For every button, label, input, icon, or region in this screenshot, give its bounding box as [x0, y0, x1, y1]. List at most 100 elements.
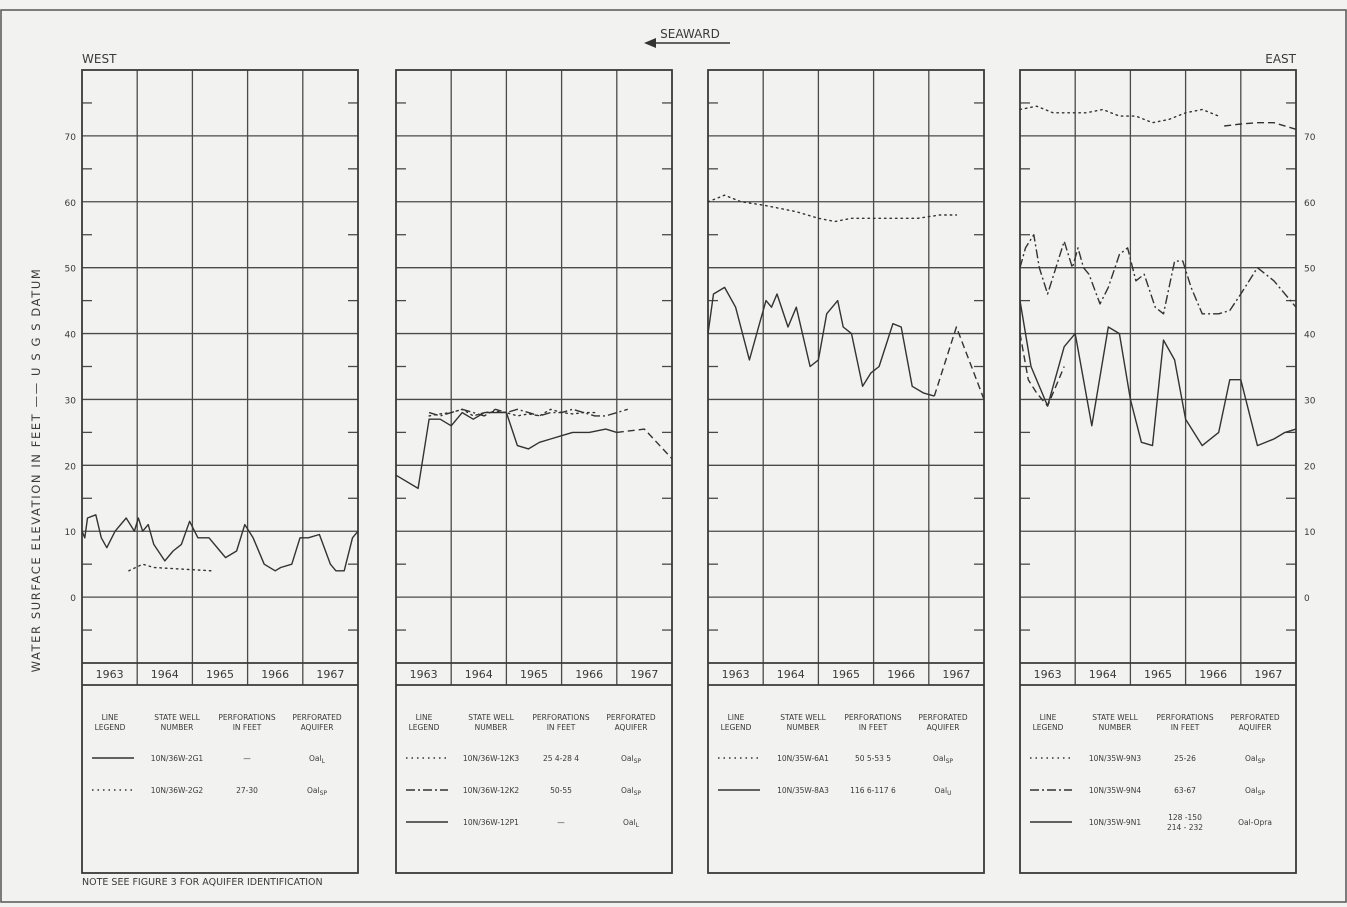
year-label: 1967: [630, 668, 658, 681]
legend-aquifer: OalL: [623, 818, 640, 829]
year-label: 1965: [206, 668, 234, 681]
y-tick-label: 20: [1304, 462, 1316, 472]
y-tick-label: 60: [1304, 199, 1316, 209]
panel-frame: [395, 69, 673, 874]
year-label: 1964: [151, 668, 179, 681]
legend-header: PERFORATIONS: [218, 713, 275, 722]
legend-perforations: —: [557, 818, 565, 827]
legend-header: LEGEND: [409, 723, 440, 732]
legend-aquifer: OalSP: [1245, 786, 1265, 797]
series-line-10n-35w-9n4: [1019, 233, 1297, 315]
panel-frame: [81, 69, 359, 874]
y-tick-label: 0: [70, 594, 76, 604]
panel-1: 1963 1964 1965 1966 1967 70 60 50 40 30 20 10 0 LINEL…: [65, 69, 359, 874]
legend-header: STATE WELL: [1092, 713, 1138, 722]
legend-header: PERFORATED: [1230, 713, 1279, 722]
year-label: 1963: [722, 668, 750, 681]
panels-group: 1963 1964 1965 1966 1967706050403020100LINEL…: [65, 69, 1316, 874]
y-tick-label: 50: [1304, 265, 1316, 275]
legend-header: AQUIFER: [1239, 723, 1272, 732]
y-tick-label: 70: [1304, 133, 1316, 143]
series-line-10n-35w-9n3: [1019, 105, 1220, 124]
legend-header: LEGEND: [1033, 723, 1064, 732]
series-line-10n-36w-2g1: [81, 514, 359, 572]
legend-header: AQUIFER: [615, 723, 648, 732]
y-tick-label: 30: [1304, 396, 1316, 406]
legend-header: IN FEET: [1171, 723, 1200, 732]
legend-header: STATE WELL: [154, 713, 200, 722]
year-label: 1966: [1199, 668, 1227, 681]
series-line-10n-35w-6a1: [707, 194, 958, 223]
y-axis-label: WATER SURFACE ELEVATION IN FEET —— U S G…: [29, 268, 43, 673]
y-tick-label: 20: [65, 462, 77, 472]
panel-4: 1963 1964 1965 1966 1967 70 60 50 40 30 20 10 0 LINEL…: [1019, 69, 1316, 874]
legend-header: NUMBER: [475, 723, 508, 732]
year-label: 1965: [520, 668, 548, 681]
seaward-arrowhead-icon: [644, 38, 656, 48]
year-label: 1964: [465, 668, 493, 681]
figure-note: NOTE SEE FIGURE 3 FOR AQUIFER IDENTIFICA…: [82, 877, 323, 888]
legend-header: LEGEND: [95, 723, 126, 732]
figure-border: [0, 9, 1347, 903]
legend-header: PERFORATIONS: [844, 713, 901, 722]
legend-aquifer: OalU: [935, 786, 952, 797]
legend-well-number: 10N/35W-6A1: [777, 754, 829, 763]
year-label: 1967: [316, 668, 344, 681]
legend-perforations: 116 6-117 6: [850, 786, 896, 795]
legend-header: IN FEET: [233, 723, 262, 732]
y-tick-label: 60: [65, 199, 77, 209]
legend-header: PERFORATED: [606, 713, 655, 722]
series-line-10n-36w-12p1-ext: [616, 428, 673, 460]
legend-perforations: 214 - 232: [1167, 823, 1203, 832]
year-label: 1966: [261, 668, 289, 681]
legend-well-number: 10N/35W-9N4: [1089, 786, 1141, 795]
legend-header: PERFORATIONS: [532, 713, 589, 722]
legend-perforations: —: [243, 754, 251, 763]
legend-perforations: 63-67: [1174, 786, 1196, 795]
legend-aquifer: OalSP: [621, 754, 641, 765]
legend-well-number: 10N/36W-2G1: [151, 754, 204, 763]
legend-header: LEGEND: [721, 723, 752, 732]
legend-header: PERFORATIONS: [1156, 713, 1213, 722]
legend-header: LINE: [416, 713, 433, 722]
legend-header: LINE: [728, 713, 745, 722]
legend-header: LINE: [102, 713, 119, 722]
series-line-10n-35w-9n1-dashed: [1019, 333, 1065, 407]
year-label: 1967: [942, 668, 970, 681]
legend-aquifer: OalSP: [1245, 754, 1265, 765]
series-line-10n-36w-2g2: [128, 563, 213, 572]
year-label: 1966: [575, 668, 603, 681]
series-line-10n-36w-12p1: [395, 411, 618, 490]
legend-perforations: 50-55: [550, 786, 572, 795]
legend-well-number: 10N/36W-2G2: [151, 786, 204, 795]
east-label: EAST: [1265, 52, 1296, 66]
legend-header: IN FEET: [547, 723, 576, 732]
series-line-10n-36w-12k2: [428, 408, 629, 417]
legend-header: NUMBER: [787, 723, 820, 732]
year-label: 1965: [1144, 668, 1172, 681]
year-label: 1964: [777, 668, 805, 681]
year-label: 1964: [1089, 668, 1117, 681]
y-tick-label: 40: [65, 331, 77, 341]
legend-header: LINE: [1040, 713, 1057, 722]
year-label: 1963: [96, 668, 124, 681]
legend-well-number: 10N/35W-9N3: [1089, 754, 1141, 763]
year-label: 1963: [410, 668, 438, 681]
legend-well-number: 10N/36W-12K3: [463, 754, 520, 763]
series-line-10n-35w-9n1: [1019, 300, 1297, 447]
legend-perforations: 27-30: [236, 786, 258, 795]
legend-well-number: 10N/35W-9N1: [1089, 818, 1141, 827]
legend-header: PERFORATED: [918, 713, 967, 722]
legend-well-number: 10N/35W-8A3: [777, 786, 829, 795]
legend-header: AQUIFER: [301, 723, 334, 732]
panel-frame: [707, 69, 985, 874]
legend-header: PERFORATED: [292, 713, 341, 722]
legend-aquifer: OalSP: [621, 786, 641, 797]
legend-header: AQUIFER: [927, 723, 960, 732]
legend-perforations: 128 -150: [1168, 813, 1202, 822]
legend-aquifer: OalSP: [307, 786, 327, 797]
